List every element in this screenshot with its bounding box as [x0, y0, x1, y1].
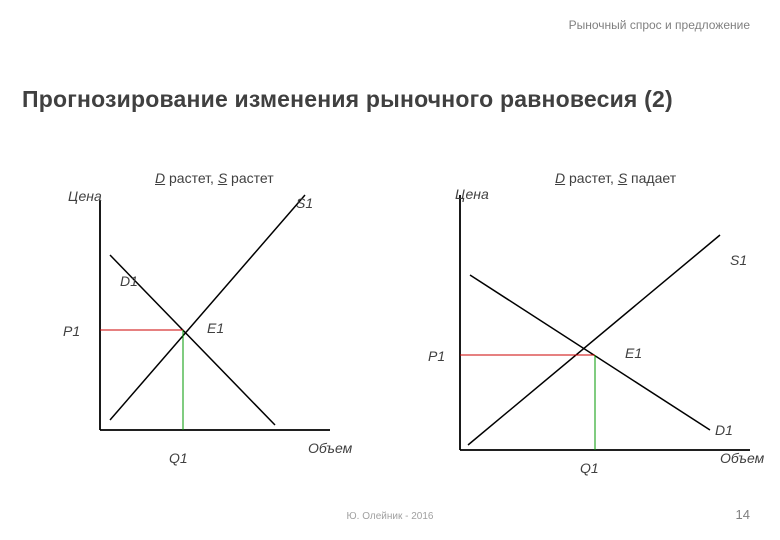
right-e1-label: E1: [625, 345, 642, 361]
left-q1-label: Q1: [169, 450, 188, 466]
left-y-label: Цена: [68, 188, 102, 204]
left-d1-label: D1: [120, 273, 138, 289]
right-y-label: Цена: [455, 186, 489, 202]
left-x-label: Объем: [308, 440, 352, 456]
right-p1-label: P1: [428, 348, 445, 364]
right-d1-label: D1: [715, 422, 733, 438]
right-q1-label: Q1: [580, 460, 599, 476]
footer-author: Ю. Олейник - 2016: [347, 511, 434, 522]
left-s1-label: S1: [296, 195, 313, 211]
right-s1-label: S1: [730, 252, 747, 268]
charts-svg: [0, 0, 780, 540]
right-x-label: Объем: [720, 450, 764, 466]
left-p1-label: P1: [63, 323, 80, 339]
page-number: 14: [736, 507, 750, 522]
left-e1-label: E1: [207, 320, 224, 336]
